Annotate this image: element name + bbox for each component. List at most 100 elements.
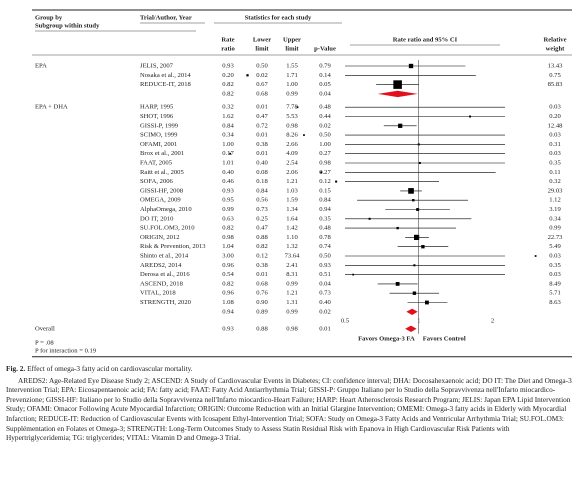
cell: 0.67 [256, 81, 268, 88]
weight: 5.49 [549, 243, 561, 250]
summary-diamond [405, 325, 417, 332]
x-tick-label: 1 [417, 317, 420, 324]
trial: AREDS2, 2014 [140, 262, 182, 269]
cell: 2.41 [286, 262, 298, 269]
cell: 1.21 [286, 290, 298, 297]
interaction: P for interaction = 0.19 [35, 347, 97, 354]
cell: 1.04 [222, 243, 234, 250]
cell: 0.93 [319, 262, 331, 269]
caption-text: Effect of omega-3 fatty acid on cardiova… [27, 364, 193, 373]
weight: 0.03 [549, 132, 561, 139]
study-marker [398, 123, 403, 128]
cell: 2.06 [286, 169, 298, 176]
subgroup-header: Subgroup within study [35, 23, 100, 30]
study-marker [368, 217, 371, 220]
column-header: limit [255, 46, 269, 53]
cell: 0.82 [222, 90, 234, 97]
trial-header: Trial/Author, Year [140, 15, 192, 22]
cell: 0.01 [319, 325, 331, 332]
cell: 0.96 [222, 262, 234, 269]
cell: 0.84 [222, 122, 234, 129]
cell: 7.78 [286, 104, 298, 111]
trial: Derosa et al., 2016 [140, 271, 190, 278]
cell: 0.72 [256, 122, 268, 129]
trial: DO IT, 2010 [140, 215, 174, 222]
study-marker [425, 300, 429, 305]
cell: 0.98 [319, 160, 331, 167]
cell: 8.31 [286, 271, 298, 278]
trial: Shinto et al., 2014 [140, 253, 189, 260]
cell: 0.01 [256, 271, 268, 278]
weight: 0.20 [549, 113, 561, 120]
trial: SU.FOL.OM3, 2010 [140, 225, 195, 232]
cell: 0.08 [256, 169, 268, 176]
cell: 1.00 [286, 81, 298, 88]
cell: 0.01 [256, 150, 268, 157]
cell: 0.05 [319, 81, 331, 88]
trial: Raitt et al., 2005 [140, 169, 184, 176]
cell: 0.17 [222, 150, 234, 157]
cell: 0.74 [319, 243, 331, 250]
cell: 0.98 [286, 325, 298, 332]
weight: 22.73 [548, 234, 564, 241]
cell: 1.62 [222, 113, 234, 120]
trial: GISSI-HF, 2008 [140, 187, 184, 194]
cell: 73.64 [285, 253, 301, 260]
cell: 0.02 [319, 308, 331, 315]
study-marker [408, 188, 414, 194]
group-name: EPA + DHA [35, 104, 68, 111]
abbreviations: AREDS2: Age-Related Eye Disease Study 2;… [6, 375, 572, 443]
cell: 0.20 [222, 72, 234, 79]
caption: Fig. 2. Effect of omega-3 fatty acid on … [6, 364, 574, 443]
cell: 0.40 [222, 169, 234, 176]
study-marker [421, 245, 425, 249]
cell: 0.90 [256, 299, 268, 306]
cell: 0.27 [319, 150, 331, 157]
trial: SCIMO, 1999 [140, 132, 178, 139]
weight: 0.03 [549, 150, 561, 157]
cell: 0.04 [319, 90, 331, 97]
cell: 1.59 [286, 197, 298, 204]
study-marker [412, 199, 415, 202]
weight: 0.32 [549, 178, 561, 185]
cell: 0.50 [319, 132, 331, 139]
cell: 0.88 [256, 325, 268, 332]
cell: 0.96 [222, 290, 234, 297]
cell: 1.00 [319, 141, 331, 148]
cell: 0.47 [256, 225, 268, 232]
cell: 0.79 [319, 63, 331, 70]
cell: 0.99 [286, 280, 298, 287]
cell: 0.27 [319, 169, 331, 176]
x-tick-label: 0.5 [341, 317, 350, 324]
study-marker [352, 273, 355, 276]
trial: GISSI-P, 1999 [140, 122, 179, 129]
cell: 1.55 [286, 63, 298, 70]
cell: 0.93 [222, 63, 234, 70]
cell: 0.04 [319, 280, 331, 287]
weight: 5.71 [549, 290, 561, 297]
study-marker [335, 180, 338, 183]
cell: 0.82 [222, 280, 234, 287]
study-marker [413, 234, 420, 240]
weight: 0.11 [549, 169, 560, 176]
column-header: Upper [283, 37, 301, 44]
cell: 0.01 [256, 104, 268, 111]
cell: 0.78 [319, 234, 331, 241]
trial: HARP, 1995 [140, 104, 174, 111]
cell: 0.93 [222, 187, 234, 194]
study-marker [296, 106, 299, 109]
cell: 1.08 [222, 299, 234, 306]
cell: 5.53 [286, 113, 298, 120]
weight: 0.75 [549, 72, 561, 79]
weight: 0.03 [549, 271, 561, 278]
overall-label: Overall [35, 325, 55, 332]
cell: 0.51 [319, 271, 331, 278]
cell: 0.95 [222, 197, 234, 204]
study-marker [246, 74, 249, 77]
study-marker [393, 80, 402, 89]
column-header: limit [285, 46, 299, 53]
plot-header: Rate ratio and 95% CI [393, 37, 458, 44]
trial: Nosaka et al., 2014 [140, 72, 191, 79]
cell: 0.15 [319, 187, 331, 194]
study-marker [416, 208, 420, 211]
